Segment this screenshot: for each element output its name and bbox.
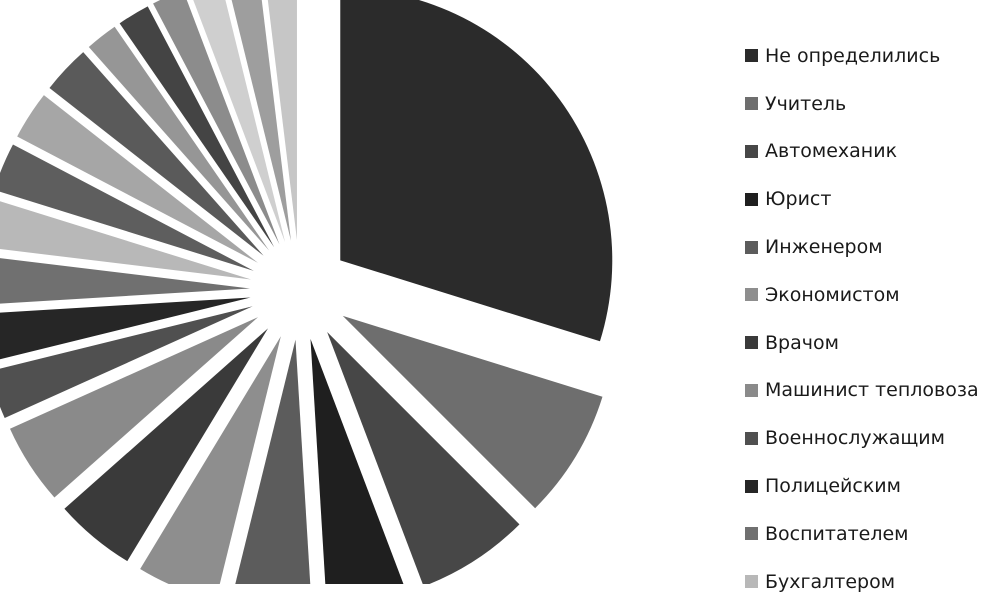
- legend-item: Врачом: [745, 319, 979, 367]
- legend-label: Военнослужащим: [765, 427, 945, 450]
- legend-swatch: [745, 527, 758, 541]
- legend-item: Машинист тепловоза: [745, 367, 979, 415]
- pie-slice: [140, 336, 281, 584]
- legend-item: Не определились: [745, 32, 979, 80]
- pie-slice: [64, 328, 268, 562]
- pie-slice: [267, 0, 297, 241]
- pie-slice: [0, 306, 253, 418]
- pie-slice: [17, 95, 259, 263]
- legend-swatch: [745, 49, 758, 63]
- legend-item: Юрист: [745, 175, 979, 223]
- legend-swatch: [745, 288, 758, 302]
- legend-item: Экономистом: [745, 271, 979, 319]
- pie-slice: [88, 26, 270, 251]
- pie-slice: [340, 0, 613, 342]
- legend-item: Учитель: [745, 80, 979, 128]
- legend-label: Учитель: [765, 92, 847, 115]
- pie-slice: [342, 315, 603, 509]
- pie-slice: [193, 0, 286, 243]
- pie-slice: [119, 6, 275, 248]
- pie-slice: [0, 201, 252, 280]
- legend-label: Не определились: [765, 44, 941, 67]
- pie-chart: [0, 0, 613, 584]
- legend-swatch: [745, 431, 758, 445]
- pie-slice: [49, 52, 264, 256]
- legend-item: Полицейским: [745, 462, 979, 510]
- legend-swatch: [745, 192, 758, 206]
- pie-slice: [231, 0, 291, 241]
- pie-slice: [153, 0, 280, 245]
- pie-slice: [235, 339, 311, 584]
- legend-swatch: [745, 144, 758, 158]
- legend-item: Автомеханик: [745, 128, 979, 176]
- legend-label: Автомеханик: [765, 140, 898, 163]
- legend-item: Воспитателем: [745, 510, 979, 558]
- legend-label: Врачом: [765, 331, 839, 354]
- legend-item: Бухгалтером: [745, 558, 979, 606]
- legend-swatch: [745, 575, 758, 589]
- legend-label: Полицейским: [765, 475, 901, 498]
- legend-item: Военнослужащим: [745, 414, 979, 462]
- legend-label: Экономистом: [765, 283, 900, 306]
- pie-slice: [0, 258, 251, 304]
- legend-swatch: [745, 479, 758, 493]
- pie-slice: [0, 297, 251, 360]
- legend-label: Бухгалтером: [765, 570, 896, 593]
- legend-label: Инженером: [765, 236, 883, 259]
- pie-svg: [0, 0, 613, 584]
- legend-swatch: [745, 240, 758, 254]
- pie-slice: [0, 144, 254, 271]
- legend-item: Инженером: [745, 223, 979, 271]
- pie-slice: [327, 331, 520, 584]
- legend-label: Воспитателем: [765, 522, 909, 545]
- legend-swatch: [745, 336, 758, 350]
- legend-swatch: [745, 97, 758, 111]
- legend-label: Машинист тепловоза: [765, 379, 979, 402]
- pie-slice: [9, 317, 259, 498]
- legend-swatch: [745, 383, 758, 397]
- pie-slice: [310, 338, 404, 584]
- legend-label: Юрист: [765, 188, 832, 211]
- legend: Не определились Учитель Автомеханик Юрист Ин…: [745, 32, 979, 606]
